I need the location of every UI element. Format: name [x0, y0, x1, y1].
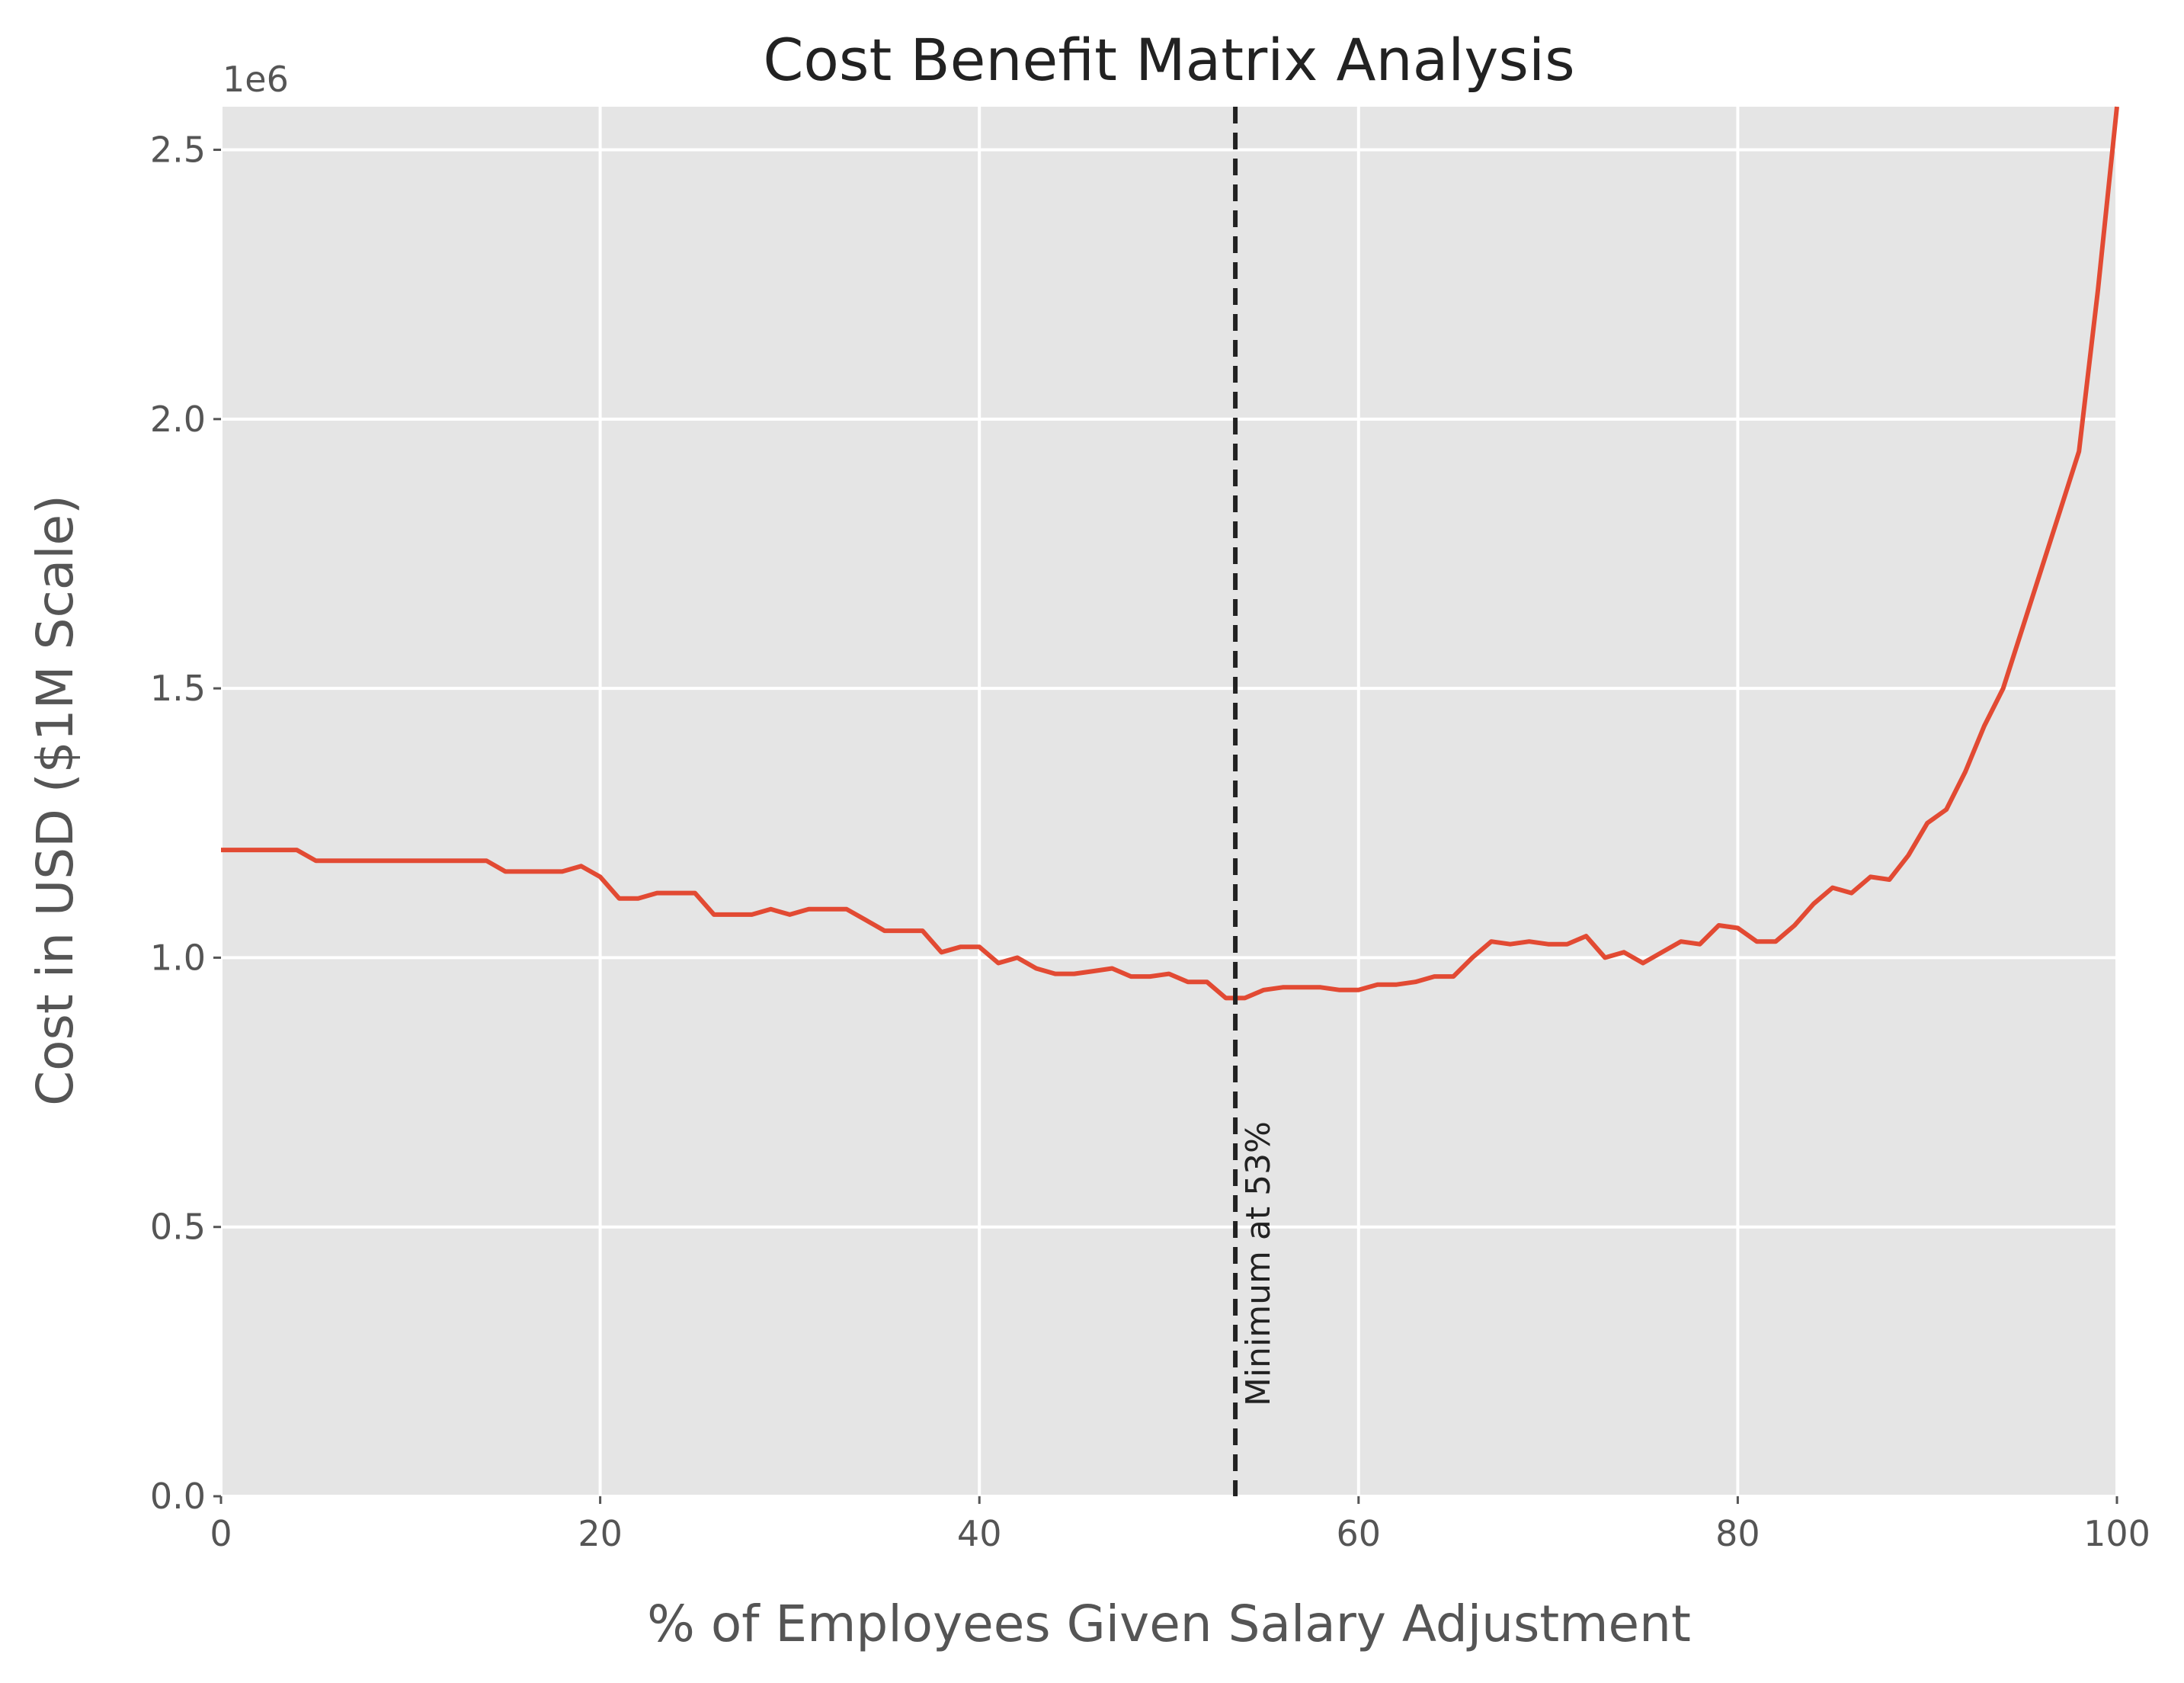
x-tick-label: 60	[1337, 1513, 1382, 1554]
chart-title: Cost Benefit Matrix Analysis	[763, 26, 1574, 94]
x-tick-label: 0	[210, 1513, 232, 1554]
y-tick-label: 2.5	[150, 130, 206, 171]
y-offset-label: 1e6	[223, 59, 289, 100]
x-tick-label: 80	[1715, 1513, 1760, 1554]
grid-vertical	[219, 107, 2118, 1496]
x-tick-label: 20	[578, 1513, 623, 1554]
y-tick-label: 1.5	[150, 668, 206, 709]
series-line	[221, 106, 2119, 1001]
x-tick-label: 40	[957, 1513, 1002, 1554]
plot-background	[221, 107, 2117, 1496]
y-axis-ticks: 0.0 0.5 1.0 1.5 2.0 2.5	[150, 130, 221, 1517]
x-axis-ticks: 0 20 40 60 80 100	[210, 1496, 2150, 1554]
series-layer	[221, 106, 2119, 1001]
y-axis-label: Cost in USD ($1M Scale)	[26, 495, 85, 1106]
x-axis-label: % of Employees Given Salary Adjustment	[647, 1595, 1691, 1653]
y-tick-label: 1.0	[150, 937, 206, 978]
minimum-annotation: Minimum at 53%	[1239, 1121, 1278, 1406]
x-tick-label: 100	[2083, 1513, 2150, 1554]
vline-layer: Minimum at 53%	[1233, 107, 1278, 1496]
y-tick-label: 2.0	[150, 399, 206, 440]
y-tick-label: 0.5	[150, 1207, 206, 1248]
y-tick-label: 0.0	[150, 1476, 206, 1517]
grid-horizontal	[221, 148, 2117, 1498]
